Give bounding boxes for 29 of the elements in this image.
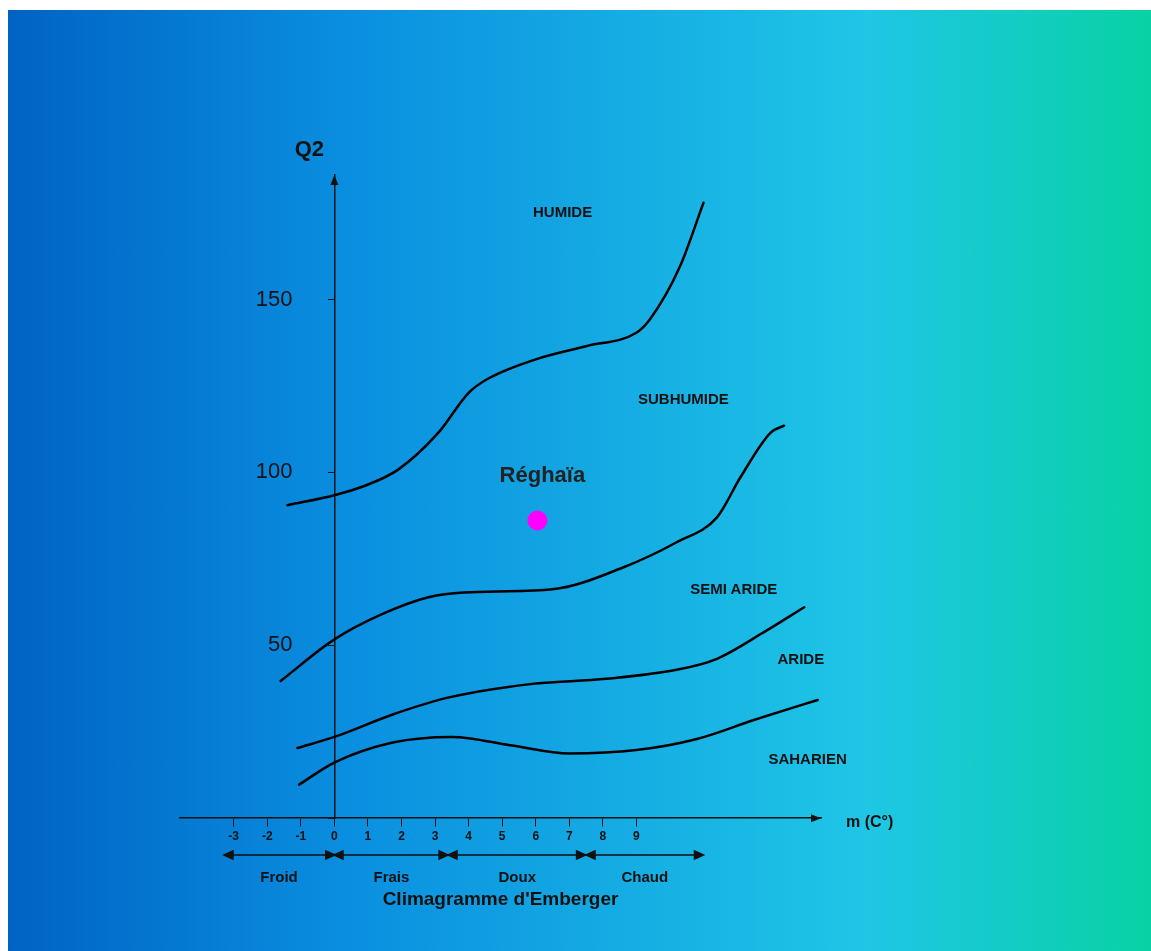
x-tick-label: -1 bbox=[295, 828, 307, 843]
annotation: HUMIDE bbox=[533, 203, 593, 221]
x-tick-label: 8 bbox=[599, 828, 607, 843]
x-tick-label: 1 bbox=[364, 828, 372, 843]
x-tick-label: 3 bbox=[431, 828, 439, 843]
x-tick-label: 9 bbox=[633, 828, 641, 843]
annotation: SUBHUMIDE bbox=[637, 389, 729, 407]
annotation: SAHARIEN bbox=[768, 750, 847, 768]
series-label: Réghaïa bbox=[499, 461, 586, 487]
x-tick-label: 6 bbox=[532, 828, 540, 843]
annotation: SEMI ARIDE bbox=[690, 580, 778, 598]
x-axis-title: m (C°) bbox=[846, 812, 894, 830]
y-axis-title: Q2 bbox=[294, 136, 325, 162]
x-tick-label: 0 bbox=[331, 828, 339, 843]
y-tick-label: 100 bbox=[255, 458, 293, 484]
x-tick-label: -3 bbox=[228, 828, 240, 843]
x-tick-label: 2 bbox=[398, 828, 406, 843]
y-tick-label: 50 bbox=[267, 631, 293, 657]
x-tick-label: 4 bbox=[465, 828, 473, 843]
text: Climagramme d'Emberger bbox=[382, 887, 619, 909]
text: Frais bbox=[373, 868, 410, 886]
x-tick-label: 5 bbox=[498, 828, 506, 843]
y-tick-label: 150 bbox=[255, 285, 293, 311]
x-tick-label: -2 bbox=[261, 828, 273, 843]
text: Doux bbox=[498, 868, 537, 886]
text: Froid bbox=[260, 868, 298, 886]
x-tick-label: 7 bbox=[565, 828, 573, 843]
annotation: ARIDE bbox=[777, 649, 825, 667]
text: Chaud bbox=[621, 868, 669, 886]
